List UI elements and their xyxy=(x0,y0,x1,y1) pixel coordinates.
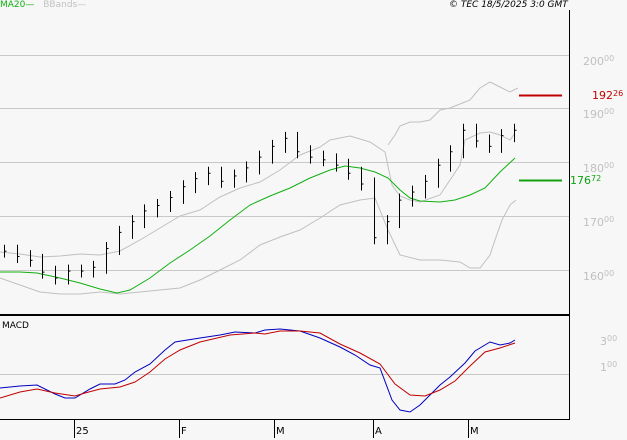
price-bars xyxy=(4,123,517,285)
legend-ma20: MA20— xyxy=(0,0,35,10)
macd-label-300: 300 xyxy=(600,334,618,348)
bollinger-bands xyxy=(0,81,519,295)
x-label-may: M xyxy=(470,426,479,437)
signal-line xyxy=(0,330,516,399)
chart-legend: MA20— BBands— xyxy=(0,0,86,11)
x-label-apr: A xyxy=(375,426,382,437)
price-gridlines xyxy=(0,55,569,375)
support-price-tag: 17672 xyxy=(570,174,602,187)
y-label-170: 17000 xyxy=(583,215,615,229)
x-label-25: 25 xyxy=(76,426,89,437)
resistance-price-tag: 19226 xyxy=(592,89,624,102)
x-label-mar: M xyxy=(276,426,285,437)
legend-bbands: BBands— xyxy=(43,0,87,10)
x-axis-ticks xyxy=(74,420,469,438)
macd-label-100: 100 xyxy=(600,360,618,374)
macd-title: MACD xyxy=(2,321,29,331)
ma20-line xyxy=(0,157,516,294)
x-label-feb: F xyxy=(181,426,187,437)
y-label-160: 16000 xyxy=(583,269,615,283)
y-label-180: 18000 xyxy=(583,161,615,175)
y-label-190: 19000 xyxy=(583,107,615,121)
macd-line xyxy=(0,328,516,413)
chart-credit: © TEC 18/5/2025 3:0 GMT xyxy=(449,0,568,10)
y-label-200: 20000 xyxy=(583,54,615,68)
